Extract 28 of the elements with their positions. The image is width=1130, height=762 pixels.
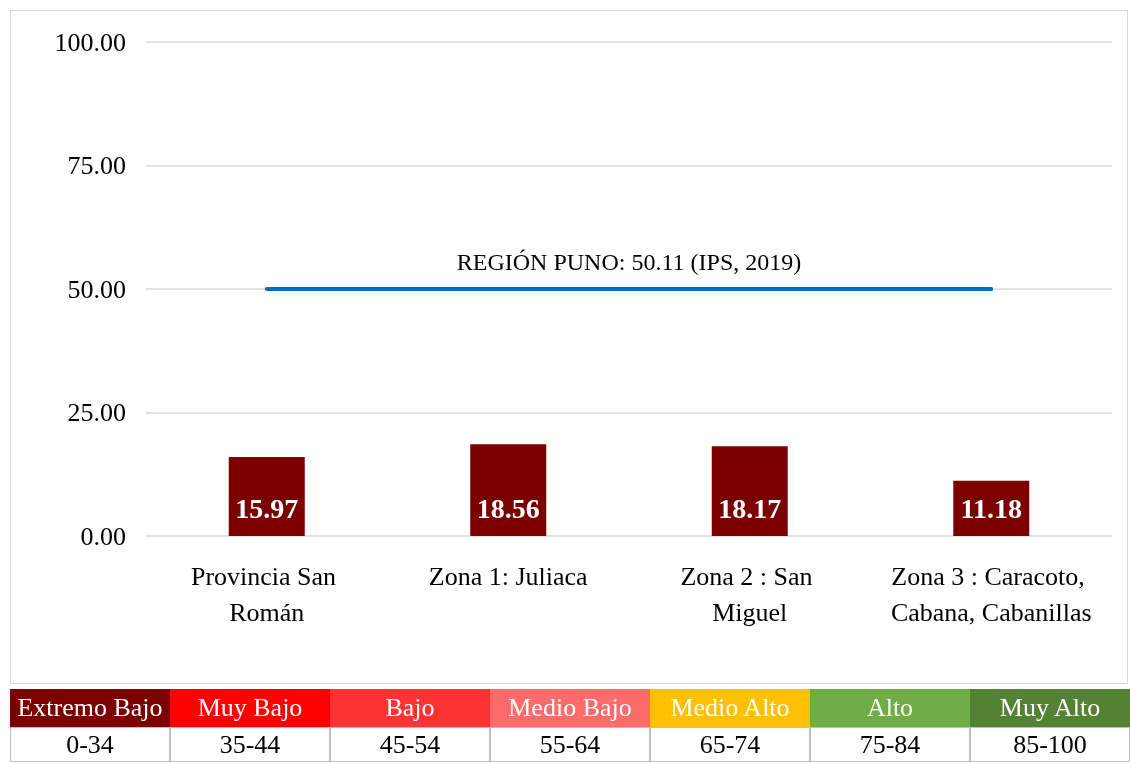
y-tick-label: 100.00	[54, 27, 126, 57]
ref-line-label: REGIÓN PUNO: 50.11 (IPS, 2019)	[456, 249, 802, 276]
data-label: 18.56	[476, 492, 540, 524]
category-label: Extremo Bajo	[10, 689, 170, 727]
category-label: Muy Bajo	[170, 689, 330, 727]
data-label: 11.18	[960, 492, 1022, 524]
category-label: Medio Bajo	[490, 689, 650, 727]
data-label: 15.97	[235, 492, 299, 524]
x-tick-label: Zona 3 : Caracoto, Cabana, Cabanillas	[890, 561, 1092, 627]
text: 75-84	[859, 729, 921, 759]
y-tick-label: 75.00	[67, 151, 126, 180]
text: 45-54	[379, 729, 441, 759]
text: 65-74	[699, 729, 761, 759]
x-tick-label: Zona 1: Juliaca	[428, 561, 589, 591]
text: 55-64	[539, 729, 601, 759]
text: 85-100	[1013, 729, 1087, 759]
text: 0-34	[66, 729, 114, 759]
y-tick-label: 50.00	[67, 274, 126, 304]
category-label: Muy Alto	[970, 689, 1130, 727]
data-label: 18.17	[718, 492, 782, 524]
x-tick-label: Zona 2 : San Miguel	[680, 561, 820, 627]
y-tick-label: 25.00	[67, 398, 126, 427]
category-label: Bajo	[330, 689, 490, 727]
category-label: Medio Alto	[650, 689, 810, 727]
text: 35-44	[219, 729, 281, 759]
x-tick-label: Provincia San Román	[190, 561, 343, 627]
y-tick-label: 0.00	[80, 521, 126, 551]
category-label: Alto	[810, 689, 970, 727]
